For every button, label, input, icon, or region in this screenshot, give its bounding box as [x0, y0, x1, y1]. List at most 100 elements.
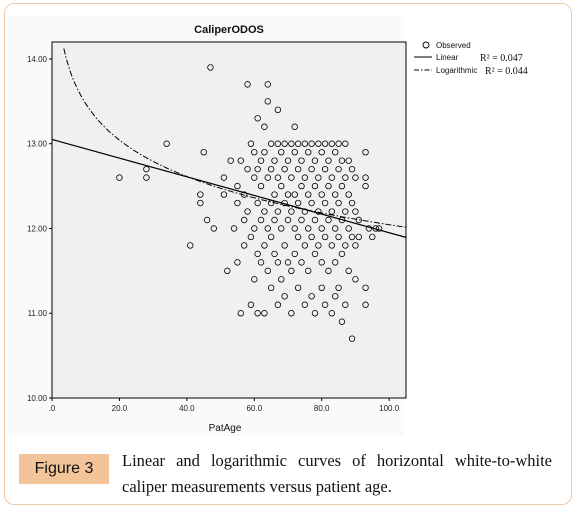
data-point — [234, 182, 241, 190]
data-point — [264, 267, 271, 275]
data-point — [342, 208, 349, 215]
data-point — [251, 174, 258, 181]
data-point — [267, 165, 275, 173]
logarithmic-fit-line — [63, 48, 407, 228]
data-point — [274, 208, 282, 215]
data-point — [237, 310, 244, 317]
data-point — [278, 182, 285, 190]
data-point — [352, 208, 359, 215]
data-point — [274, 259, 282, 266]
data-point — [338, 182, 346, 190]
data-point — [345, 225, 352, 232]
legend-log-label: Logarithmic — [436, 66, 477, 75]
data-point — [224, 267, 231, 275]
data-point — [321, 199, 329, 207]
data-point — [271, 250, 278, 258]
data-point — [163, 140, 170, 147]
data-point — [274, 301, 282, 308]
data-point — [318, 284, 325, 292]
data-point — [288, 208, 295, 215]
data-point — [278, 225, 285, 232]
data-point — [321, 301, 329, 308]
data-point — [328, 242, 336, 249]
data-point — [342, 301, 349, 308]
data-point — [335, 233, 342, 241]
data-point — [301, 208, 309, 215]
data-point — [264, 81, 271, 88]
data-point — [284, 259, 292, 266]
data-point — [271, 191, 278, 198]
data-point — [274, 140, 282, 147]
data-point — [234, 199, 241, 207]
data-point — [352, 276, 359, 283]
data-point — [220, 191, 228, 198]
data-point — [325, 182, 332, 190]
data-point — [369, 233, 376, 241]
data-point — [274, 106, 282, 114]
data-point — [244, 81, 251, 88]
data-point — [197, 191, 204, 198]
data-point — [311, 216, 319, 224]
data-point — [288, 267, 295, 275]
data-point — [261, 242, 268, 249]
data-point — [362, 174, 369, 181]
data-point — [332, 225, 339, 232]
legend-observed-label: Observed — [436, 41, 471, 50]
data-point — [237, 157, 244, 164]
data-point — [251, 148, 258, 156]
data-point — [294, 284, 302, 292]
axis-ticks: .0 20.0 40.0 60.0 80.0 100.0 10.00 11.00 12.00 13… — [27, 55, 400, 413]
data-point — [143, 165, 150, 173]
data-point — [332, 259, 339, 266]
data-point — [251, 225, 258, 232]
data-point — [244, 165, 251, 173]
data-point — [301, 140, 309, 147]
data-point — [294, 233, 302, 241]
x-tick-label: 100.0 — [379, 404, 400, 413]
data-point — [352, 242, 359, 249]
x-axis-label: PatAge — [209, 423, 242, 434]
data-point — [305, 148, 312, 156]
data-point — [261, 123, 268, 130]
y-tick-label: 10.00 — [27, 394, 48, 403]
data-point — [240, 216, 248, 224]
data-point — [305, 225, 312, 232]
data-point — [254, 199, 261, 207]
data-point — [342, 174, 349, 181]
data-point — [254, 115, 261, 122]
data-point — [348, 199, 356, 207]
data-point — [261, 310, 268, 317]
data-point — [315, 242, 322, 249]
data-point — [267, 140, 275, 147]
data-point — [311, 310, 319, 317]
data-point — [274, 174, 282, 181]
data-point — [342, 242, 349, 249]
scatter-chart: CaliperODOS PatAge .0 20.0 40.0 60.0 80.0 100… — [26, 24, 528, 434]
data-point — [143, 174, 150, 181]
data-point — [321, 233, 329, 241]
legend-linear-label: Linear — [436, 53, 459, 62]
data-point — [321, 140, 329, 147]
data-point — [318, 148, 325, 156]
data-point — [257, 182, 265, 190]
data-point — [281, 140, 288, 147]
data-point — [264, 225, 271, 232]
data-point — [298, 216, 305, 224]
data-point — [261, 148, 268, 156]
data-point — [281, 242, 288, 249]
data-point — [200, 148, 207, 156]
data-point — [203, 216, 211, 224]
data-point — [332, 293, 339, 300]
data-point — [278, 276, 285, 283]
data-point — [308, 199, 315, 207]
data-point — [257, 157, 265, 164]
data-point — [325, 216, 332, 224]
data-point — [335, 284, 342, 292]
data-point — [308, 233, 315, 241]
data-point — [294, 165, 302, 173]
data-point — [355, 233, 362, 241]
data-point — [335, 165, 342, 173]
data-point — [291, 191, 298, 198]
data-point — [247, 301, 255, 308]
data-point — [328, 140, 336, 147]
